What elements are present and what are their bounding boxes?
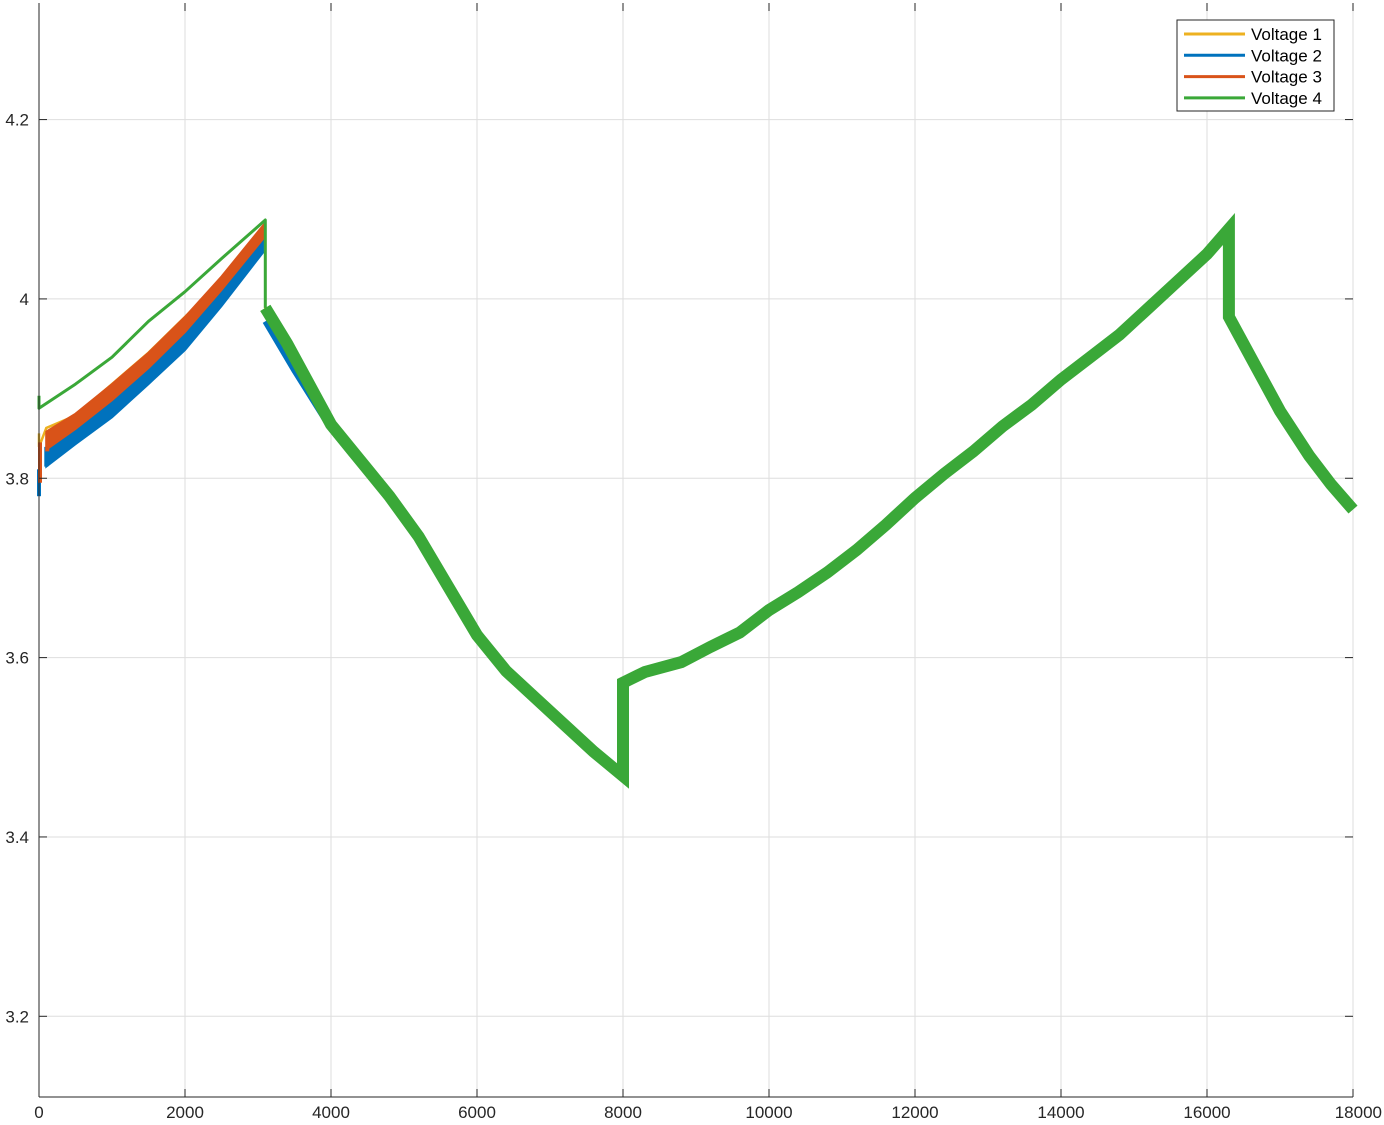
series-voltage-4	[37, 212, 1358, 789]
voltage-4-early-line	[37, 218, 267, 410]
legend-label-2: Voltage 2	[1251, 46, 1322, 65]
y-tick-label-3.2: 3.2	[5, 1007, 29, 1026]
x-tick-label-18000: 18000	[1335, 1103, 1382, 1122]
x-tick-label-0: 0	[34, 1103, 43, 1122]
legend-label-1: Voltage 1	[1251, 25, 1322, 44]
grid-lines	[38, 3, 1354, 1097]
x-tick-label-4000: 4000	[312, 1103, 350, 1122]
legend: Voltage 1 Voltage 2 Voltage 3 Voltage 4	[1176, 19, 1335, 112]
y-tick-label-3.6: 3.6	[5, 649, 29, 668]
y-tick-label-4: 4	[20, 290, 29, 309]
x-tick-label-12000: 12000	[891, 1103, 938, 1122]
y-tick-label-4.2: 4.2	[5, 111, 29, 130]
legend-label-3: Voltage 3	[1251, 68, 1322, 87]
tick-labels: 0 2000 4000 6000 8000 10000 12000 14000 16000 180…	[5, 111, 1382, 1122]
voltage-3-band	[45, 219, 267, 452]
x-tick-label-8000: 8000	[604, 1103, 642, 1122]
legend-label-4: Voltage 4	[1251, 89, 1322, 108]
y-tick-label-3.4: 3.4	[5, 828, 29, 847]
voltage-4-main-line	[260, 212, 1358, 789]
plot-axes	[38, 3, 1354, 1098]
y-tick-label-3.8: 3.8	[5, 469, 29, 488]
series-group	[37, 212, 1358, 789]
x-tick-label-6000: 6000	[458, 1103, 496, 1122]
x-tick-label-14000: 14000	[1037, 1103, 1084, 1122]
series-voltage-3	[38, 219, 356, 483]
x-tick-label-10000: 10000	[745, 1103, 792, 1122]
x-tick-label-2000: 2000	[166, 1103, 204, 1122]
x-tick-label-16000: 16000	[1183, 1103, 1230, 1122]
